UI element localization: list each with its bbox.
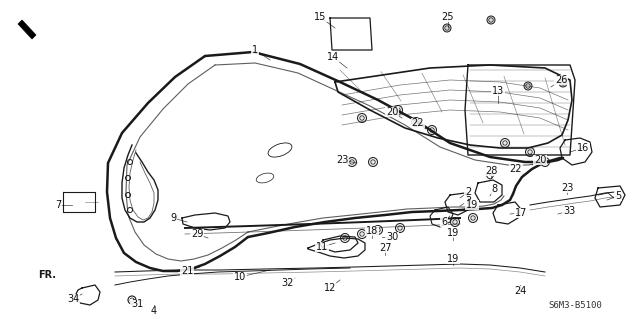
Text: 22: 22 [412, 118, 424, 128]
Polygon shape [18, 20, 36, 39]
Text: 6: 6 [441, 217, 447, 227]
Circle shape [125, 192, 131, 197]
Text: 24: 24 [514, 286, 526, 296]
Text: 25: 25 [442, 12, 454, 22]
Text: FR.: FR. [38, 270, 56, 280]
Text: 31: 31 [131, 299, 143, 309]
Text: 4: 4 [151, 306, 157, 316]
Circle shape [127, 160, 132, 165]
Text: S6M3-B5100: S6M3-B5100 [548, 301, 602, 310]
Circle shape [369, 158, 378, 167]
Circle shape [358, 229, 367, 239]
Text: 34: 34 [67, 294, 79, 304]
Text: 20: 20 [534, 155, 546, 165]
Text: 10: 10 [234, 272, 246, 282]
Circle shape [468, 213, 477, 222]
Text: 21: 21 [181, 266, 193, 276]
Text: 3: 3 [465, 196, 471, 206]
Text: 14: 14 [327, 52, 339, 62]
Text: 17: 17 [515, 208, 527, 218]
Text: 27: 27 [379, 243, 391, 253]
Text: 23: 23 [561, 183, 573, 193]
Text: 19: 19 [447, 254, 459, 264]
Text: 32: 32 [282, 278, 294, 288]
Text: 28: 28 [485, 166, 497, 176]
Circle shape [358, 114, 367, 122]
Circle shape [451, 218, 460, 226]
Text: 13: 13 [492, 86, 504, 96]
Circle shape [394, 106, 403, 115]
Circle shape [525, 147, 534, 157]
Circle shape [428, 125, 436, 135]
Text: 19: 19 [447, 228, 459, 238]
Circle shape [396, 224, 404, 233]
Text: 16: 16 [577, 143, 589, 153]
Text: 5: 5 [615, 191, 621, 201]
Text: 12: 12 [324, 283, 336, 293]
Text: 30: 30 [386, 232, 398, 242]
Text: 20: 20 [386, 107, 398, 117]
Text: 15: 15 [314, 12, 326, 22]
Circle shape [128, 296, 136, 304]
Circle shape [559, 79, 567, 87]
Text: 26: 26 [555, 75, 567, 85]
Circle shape [127, 207, 132, 212]
Text: 19: 19 [466, 200, 478, 210]
Circle shape [487, 16, 495, 24]
Text: 22: 22 [509, 164, 522, 174]
Circle shape [340, 234, 349, 242]
Text: 8: 8 [491, 184, 497, 194]
Text: 9: 9 [170, 213, 176, 223]
Text: 29: 29 [191, 229, 203, 239]
Circle shape [374, 226, 383, 234]
Text: 33: 33 [563, 206, 575, 216]
Circle shape [541, 158, 550, 167]
Text: 1: 1 [252, 45, 258, 55]
Text: 23: 23 [336, 155, 348, 165]
Circle shape [524, 82, 532, 90]
Text: 18: 18 [366, 226, 378, 236]
Circle shape [412, 117, 420, 127]
Text: 7: 7 [55, 200, 61, 210]
Circle shape [125, 175, 131, 181]
Circle shape [348, 158, 356, 167]
Text: 11: 11 [316, 242, 328, 252]
Circle shape [443, 24, 451, 32]
Circle shape [500, 138, 509, 147]
Text: 2: 2 [465, 187, 471, 197]
